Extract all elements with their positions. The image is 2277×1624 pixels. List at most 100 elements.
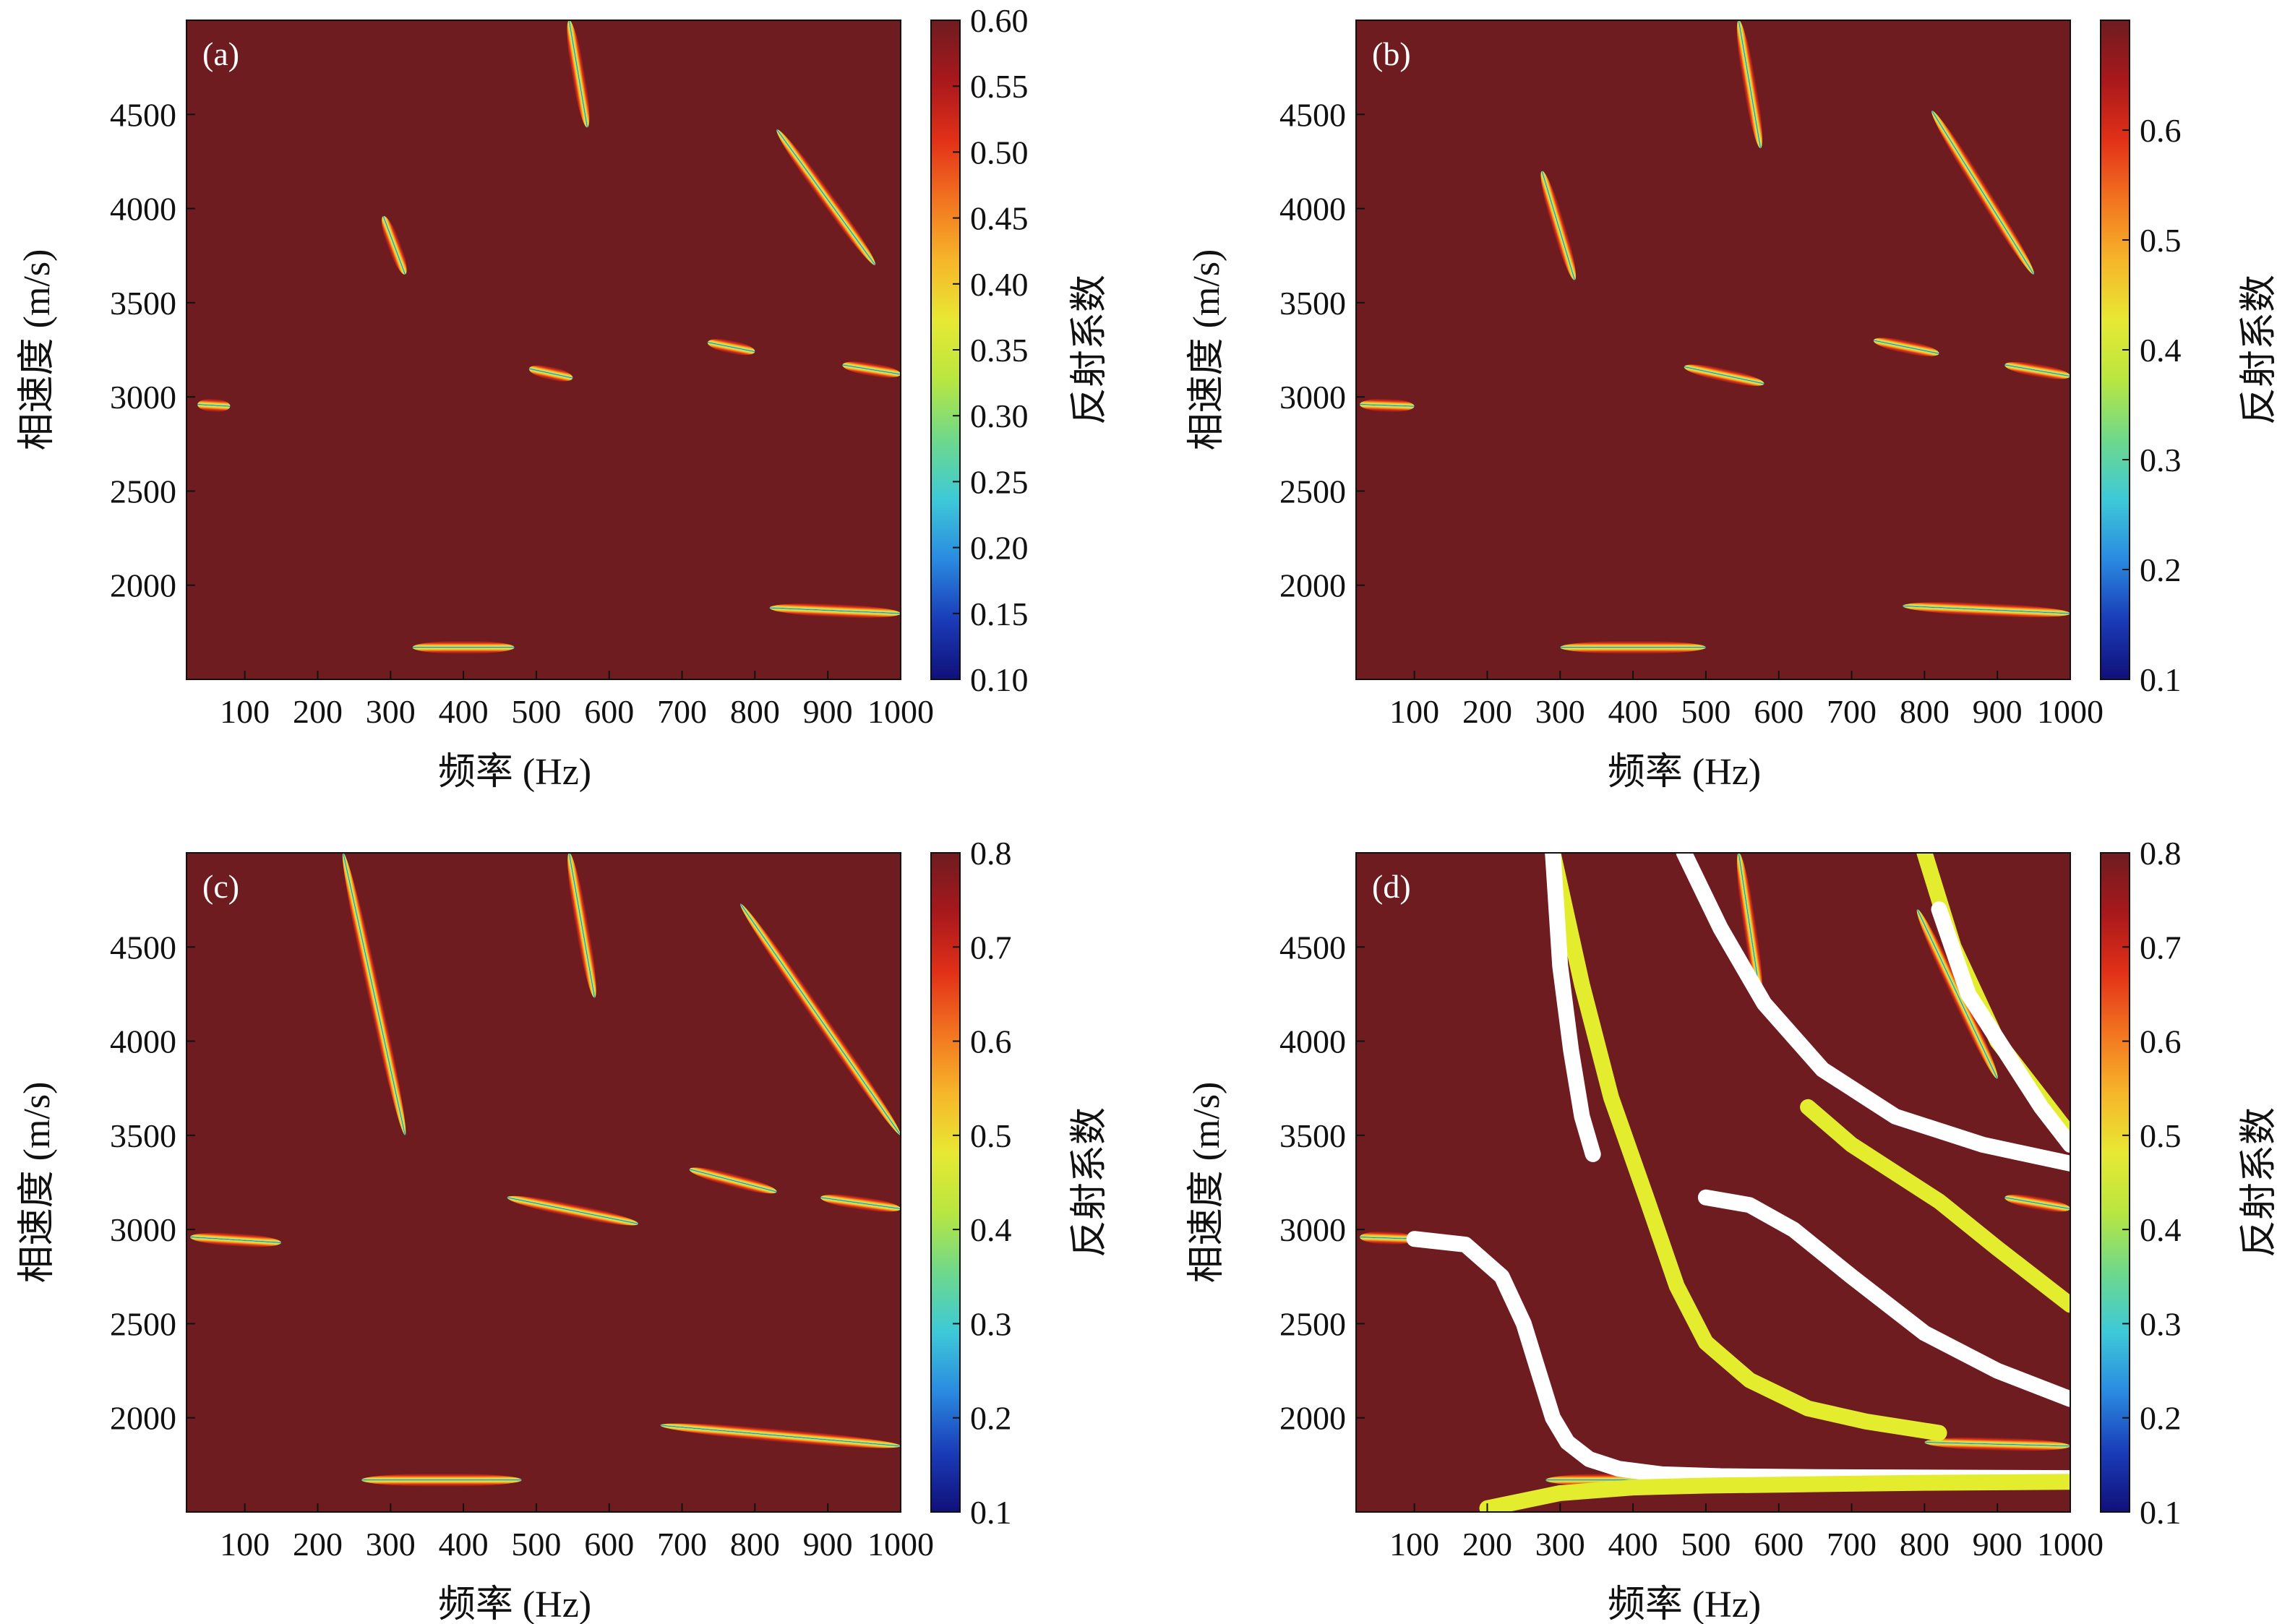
x-tick-label: 600 bbox=[584, 693, 634, 730]
x-tick-label: 900 bbox=[1973, 693, 2023, 730]
white-dispersion-curve bbox=[1406, 1231, 2070, 1487]
colorbar-tick-label: 0.45 bbox=[970, 200, 1029, 237]
x-tick-label: 100 bbox=[220, 693, 270, 730]
reflection-feature bbox=[382, 215, 407, 275]
yellow-dispersion-curve bbox=[1479, 1474, 2070, 1512]
colorbar-tick-label: 0.5 bbox=[970, 1117, 1012, 1154]
reflection-feature bbox=[1684, 364, 1764, 386]
colorbar-tick-label: 0.60 bbox=[970, 2, 1029, 39]
reflection-feature bbox=[1924, 1437, 2070, 1451]
x-axis-title: 频率 (Hz) bbox=[1608, 752, 1761, 793]
colorbar-gradient bbox=[930, 852, 961, 1513]
colorbar-tick-label: 0.15 bbox=[970, 596, 1029, 632]
colorbar-tick-label: 0.8 bbox=[970, 835, 1012, 872]
x-tick-label: 500 bbox=[1681, 693, 1731, 730]
colorbar-tick-label: 0.2 bbox=[2140, 551, 2182, 588]
colorbar-tick-label: 0.20 bbox=[970, 530, 1029, 567]
y-axis-title: 相速度 (m/s) bbox=[1186, 1082, 1227, 1284]
panel-a: 100 200 300 400 500 600 700 800 900 1000 2000 2500 3… bbox=[17, 2, 1110, 793]
reflection-feature bbox=[1873, 338, 1939, 356]
plot-frame bbox=[1355, 852, 2071, 1513]
reflection-feature bbox=[660, 1423, 901, 1448]
y-tick-label: 2000 bbox=[110, 567, 176, 604]
x-tick-label: 500 bbox=[1681, 1526, 1731, 1563]
plot-background bbox=[186, 20, 901, 679]
x-tick-label: 400 bbox=[439, 1526, 489, 1563]
colorbar-tick-label: 0.40 bbox=[970, 266, 1029, 303]
y-tick-label: 3500 bbox=[110, 285, 176, 322]
x-tick-label: 700 bbox=[1827, 1526, 1877, 1563]
plot-background bbox=[1356, 20, 2070, 679]
x-tick-label: 600 bbox=[1754, 693, 1804, 730]
colorbar-tick-label: 0.1 bbox=[2140, 1494, 2182, 1531]
y-tick-label: 3500 bbox=[110, 1117, 176, 1154]
white-dispersion-curve bbox=[1676, 853, 2070, 1172]
x-tick-label: 900 bbox=[1973, 1526, 2023, 1563]
y-tick-label: 2500 bbox=[110, 1305, 176, 1342]
colorbar-tick-label: 0.3 bbox=[2140, 442, 2182, 478]
x-tick-label: 200 bbox=[1462, 1526, 1512, 1563]
reflection-feature bbox=[707, 339, 755, 356]
x-tick-label: 1000 bbox=[2037, 1526, 2104, 1563]
colorbar-tick-label: 0.7 bbox=[970, 929, 1012, 966]
reflection-feature bbox=[1916, 909, 1998, 1079]
colorbar-tick-label: 0.6 bbox=[970, 1023, 1012, 1060]
x-tick-label: 500 bbox=[511, 1526, 561, 1563]
colorbar-tick-label: 0.2 bbox=[970, 1400, 1012, 1437]
reflection-feature bbox=[197, 398, 231, 412]
colorbar-tick-label: 0.4 bbox=[2140, 332, 2182, 369]
colorbar-tick-label: 0.6 bbox=[2140, 112, 2182, 149]
y-tick-label: 4500 bbox=[110, 929, 176, 966]
y-tick-label: 4500 bbox=[1279, 929, 1346, 966]
y-tick-label: 3500 bbox=[1279, 285, 1346, 322]
y-tick-label: 3000 bbox=[110, 379, 176, 416]
colorbar-title: 反射系数 bbox=[1069, 275, 1110, 425]
colorbar-tick-label: 0.55 bbox=[970, 68, 1029, 105]
reflection-feature bbox=[342, 853, 406, 1135]
white-dispersion-curve bbox=[1931, 901, 2070, 1153]
reflection-feature bbox=[842, 361, 901, 378]
reflection-feature bbox=[1931, 110, 2035, 275]
colorbar-tick-label: 0.10 bbox=[970, 661, 1029, 698]
x-tick-label: 1000 bbox=[2037, 693, 2104, 730]
y-tick-label: 4000 bbox=[1279, 191, 1346, 228]
reflection-feature bbox=[528, 365, 573, 382]
plot-area bbox=[197, 20, 901, 654]
plot-frame bbox=[186, 20, 901, 680]
x-tick-label: 100 bbox=[220, 1526, 270, 1563]
colorbar-tick-label: 0.3 bbox=[2140, 1305, 2182, 1342]
plot-area bbox=[1360, 853, 2070, 1512]
reflection-feature bbox=[1360, 1231, 1415, 1245]
y-tick-label: 4500 bbox=[1279, 96, 1346, 133]
x-tick-label: 100 bbox=[1389, 693, 1439, 730]
x-tick-label: 800 bbox=[1900, 693, 1950, 730]
reflection-feature bbox=[190, 1232, 282, 1247]
white-dispersion-curve bbox=[1545, 853, 1601, 1162]
x-tick-label: 100 bbox=[1389, 1526, 1439, 1563]
y-tick-label: 4500 bbox=[110, 96, 176, 133]
y-tick-label: 2000 bbox=[1279, 567, 1346, 604]
reflection-feature bbox=[507, 1195, 639, 1226]
y-axis-title: 相速度 (m/s) bbox=[17, 1082, 58, 1284]
x-tick-label: 800 bbox=[730, 693, 780, 730]
panel-label: (d) bbox=[1372, 868, 1411, 905]
colorbar: 0.10 0.15 0.20 0.25 0.30 0.35 0.40 0.45 0.50 0.55… bbox=[930, 2, 1110, 698]
x-tick-label: 700 bbox=[657, 1526, 707, 1563]
plot-area bbox=[190, 853, 901, 1487]
y-tick-label: 4000 bbox=[1279, 1023, 1346, 1060]
plot-frame bbox=[186, 852, 901, 1513]
colorbar: 0.1 0.2 0.3 0.4 0.5 0.6 反射系数 bbox=[2100, 20, 2277, 698]
y-tick-label: 4000 bbox=[110, 191, 176, 228]
plot-frame bbox=[1355, 20, 2071, 680]
yellow-dispersion-curve bbox=[1800, 1099, 2070, 1313]
x-tick-label: 900 bbox=[803, 1526, 853, 1563]
reflection-feature bbox=[567, 853, 596, 998]
panel-label: (a) bbox=[202, 35, 239, 72]
colorbar-tick-label: 0.35 bbox=[970, 332, 1029, 369]
panel-label: (b) bbox=[1372, 35, 1411, 72]
panel-label: (c) bbox=[202, 868, 239, 905]
reflection-feature bbox=[1360, 398, 1415, 412]
y-tick-label: 2500 bbox=[110, 473, 176, 510]
colorbar: 0.1 0.2 0.3 0.4 0.5 0.6 0.7 0.8 反射系数 bbox=[930, 835, 1110, 1531]
